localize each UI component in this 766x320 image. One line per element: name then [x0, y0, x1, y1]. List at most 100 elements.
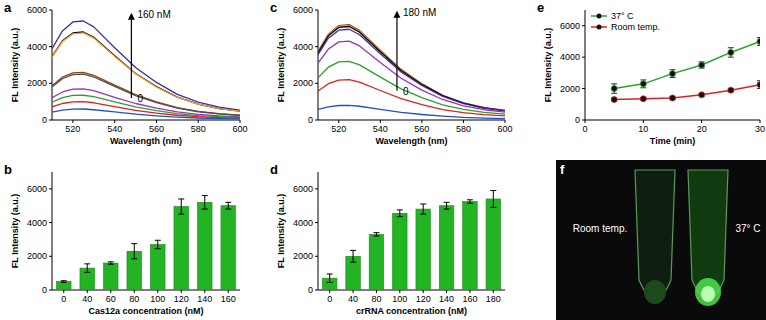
error-bar — [467, 200, 473, 203]
error-cap — [444, 209, 450, 210]
bar — [369, 234, 383, 290]
y-tick — [315, 83, 318, 84]
arrow-head — [128, 13, 135, 20]
error-cap — [757, 88, 760, 89]
x-tick-label: 600 — [497, 124, 512, 134]
y-tick — [315, 290, 318, 291]
y-tick — [315, 46, 318, 47]
x-tick — [181, 290, 182, 293]
error-cap — [350, 250, 356, 251]
legend-label: Room temp. — [611, 22, 660, 32]
annotation: 0 — [137, 93, 143, 104]
x-tick-label: 580 — [191, 124, 206, 134]
error-bar — [61, 281, 67, 283]
error-cap — [420, 204, 426, 205]
error-stem — [181, 199, 182, 214]
error-bar — [397, 210, 403, 217]
error-stem — [493, 191, 494, 208]
bar — [439, 206, 453, 290]
panel-label: b — [4, 162, 12, 177]
error-bar — [728, 48, 734, 57]
marks — [56, 196, 235, 290]
x-tick — [446, 290, 447, 293]
error-cap — [225, 209, 231, 210]
x-tick-label: 0 — [327, 294, 332, 304]
x-tick — [110, 290, 111, 293]
error-cap — [327, 282, 333, 283]
marker — [640, 81, 646, 87]
error-cap — [84, 263, 90, 264]
error-cap — [397, 216, 403, 217]
error-bar — [757, 38, 760, 46]
panel: b0200040006000FL Intensity (a.u.)Cas12a … — [4, 162, 240, 316]
y-axis-label: FL Intensity (a.u.) — [276, 28, 286, 102]
x-tick — [353, 290, 354, 293]
y-axis-label: FL Intensity (a.u.) — [10, 28, 20, 102]
bar — [393, 213, 407, 290]
marks — [322, 191, 500, 290]
x-tick-label: 180 — [486, 294, 501, 304]
x-tick — [198, 120, 199, 123]
x-axis — [318, 120, 505, 121]
error-cap — [61, 280, 67, 281]
x-axis-label: Time (min) — [650, 136, 695, 146]
x-tick-label: 120 — [416, 294, 431, 304]
error-cap — [131, 243, 137, 244]
y-tick-label: 6000 — [27, 184, 47, 194]
error-cap — [178, 214, 184, 215]
x-tick — [63, 290, 64, 293]
bar — [221, 206, 236, 290]
x-tick — [380, 120, 381, 123]
y-tick — [49, 120, 52, 121]
panel: c0200040006000FL Intensity (a.u.)Wavelen… — [270, 0, 513, 146]
panel: e0200040006000FL Intensity (a.u.)Time (m… — [537, 0, 765, 146]
annotation: 180 nM — [403, 7, 436, 18]
error-bar — [131, 244, 137, 259]
error-cap — [728, 47, 734, 48]
x-tick — [399, 290, 400, 293]
marker — [640, 96, 646, 102]
x-tick-label: 120 — [174, 294, 189, 304]
y-tick — [49, 290, 52, 291]
panel: a0200040006000FL Intensity (a.u.)Wavelen… — [4, 0, 248, 146]
marker — [699, 62, 705, 68]
marks — [611, 38, 760, 103]
x-tick-label: 100 — [392, 294, 407, 304]
y-tick — [49, 83, 52, 84]
panel-label: a — [4, 0, 12, 15]
error-stem — [204, 196, 205, 209]
error-bar — [420, 204, 426, 214]
error-cap — [420, 214, 426, 215]
panel-label: e — [537, 0, 544, 15]
y-tick — [49, 46, 52, 47]
y-tick-label: 0 — [42, 285, 47, 295]
marks — [318, 25, 505, 119]
y-tick — [315, 222, 318, 223]
x-tick-label: 0 — [582, 124, 587, 134]
x-tick-label: 80 — [129, 294, 139, 304]
bar — [197, 202, 212, 290]
marker — [611, 86, 617, 92]
x-tick — [643, 120, 644, 123]
error-cap — [327, 273, 333, 274]
series-line — [318, 26, 505, 111]
y-tick-label: 0 — [308, 115, 313, 125]
x-tick — [72, 120, 73, 123]
y-axis-label: FL Intensity (a.u.) — [543, 28, 553, 102]
x-tick — [338, 120, 339, 123]
series-line — [318, 61, 505, 114]
error-cap — [728, 57, 734, 58]
x-axis-label: Wavelength (nm) — [375, 136, 447, 146]
bar — [486, 199, 500, 290]
y-axis — [318, 172, 319, 290]
y-tick — [315, 10, 318, 11]
error-cap — [178, 198, 184, 199]
x-tick-label: 20 — [697, 124, 707, 134]
x-tick — [505, 120, 506, 123]
x-tick — [469, 290, 470, 293]
y-tick-label: 6000 — [560, 21, 580, 31]
bar — [174, 207, 189, 290]
y-tick-label: 0 — [308, 285, 313, 295]
error-cap — [202, 195, 208, 196]
y-tick-label: 4000 — [560, 52, 580, 62]
